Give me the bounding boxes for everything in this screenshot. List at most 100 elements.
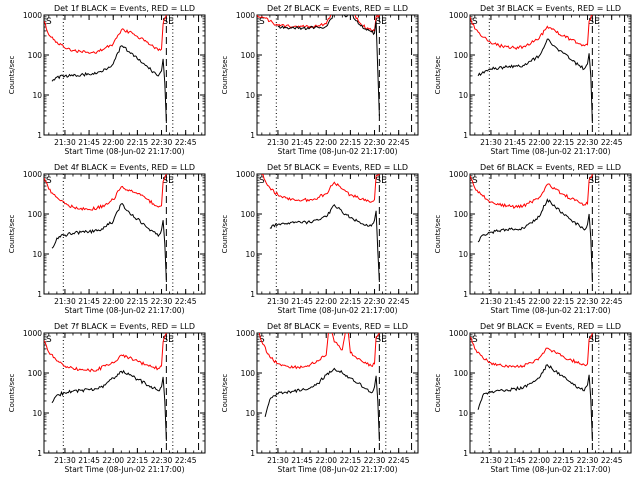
chart-9-ytick-label: 1	[463, 449, 468, 458]
chart-2-title: Det 2f BLACK = Events, RED = LLD	[267, 4, 408, 13]
chart-4-xtick-label: 22:45	[175, 297, 197, 306]
chart-3-ytick-label: 1000	[449, 11, 468, 20]
chart-6-ylabel: Counts/sec	[434, 215, 442, 254]
chart-5-xtick-label: 22:00	[315, 297, 337, 306]
chart-1-xtick-label: 21:45	[78, 138, 100, 147]
chart-4-title: Det 4f BLACK = Events, RED = LLD	[54, 163, 195, 172]
chart-1-panel: Det 1f BLACK = Events, RED = LLD 1 10 100 10…	[8, 4, 206, 156]
chart-6-xtick-label: 22:45	[601, 297, 623, 306]
chart-6-xlabel: Start Time (08-Jun-02 21:17:00)	[491, 306, 611, 315]
chart-9-series-lld-red	[470, 333, 593, 369]
chart-7-ytick-label: 10	[32, 409, 42, 418]
chart-5-ytick-label: 1000	[236, 170, 255, 179]
chart-7-xtick-label: 22:00	[102, 456, 124, 465]
chart-6-end-marker: SE	[588, 176, 600, 186]
chart-3-ylabel: Counts/sec	[434, 56, 442, 95]
chart-4-ylabel: Counts/sec	[8, 215, 16, 254]
chart-2-xtick-label: 22:45	[388, 138, 410, 147]
chart-3-ytick-label: 100	[454, 51, 469, 60]
chart-7-ytick-label: 1	[37, 449, 42, 458]
chart-7-ylabel: Counts/sec	[8, 374, 16, 413]
chart-8-xtick-label: 21:45	[291, 456, 313, 465]
chart-2-xlabel: Start Time (08-Jun-02 21:17:00)	[278, 147, 398, 156]
chart-8-ytick-label: 1000	[236, 329, 255, 338]
chart-4-end-marker: SE	[162, 176, 174, 186]
chart-9-series-events-black	[477, 364, 593, 442]
chart-4-xtick-label: 22:30	[151, 297, 173, 306]
chart-3-xlabel: Start Time (08-Jun-02 21:17:00)	[491, 147, 611, 156]
chart-4-ytick-label: 1	[37, 290, 42, 299]
chart-6-frame	[469, 173, 632, 295]
chart-1-series-events-black	[51, 45, 167, 124]
chart-6-ytick-label: 1000	[449, 170, 468, 179]
chart-3-series-lld-red	[470, 15, 593, 51]
chart-1-ytick-label: 1000	[23, 11, 42, 20]
chart-7-end-marker: SE	[162, 335, 174, 345]
chart-1-ytick-label: 10	[32, 91, 42, 100]
chart-9-xtick-label: 21:30	[480, 456, 502, 465]
chart-2-xtick-label: 21:30	[267, 138, 289, 147]
chart-2-xtick-label: 22:15	[340, 138, 362, 147]
chart-1-start-marker: S	[46, 17, 52, 27]
chart-3-start-marker: S	[472, 17, 478, 27]
chart-6-xtick-label: 21:30	[480, 297, 502, 306]
chart-8-xlabel: Start Time (08-Jun-02 21:17:00)	[278, 465, 398, 474]
chart-3-xtick-label: 22:15	[553, 138, 575, 147]
chart-3-panel: Det 3f BLACK = Events, RED = LLD 1 10 100 10…	[434, 4, 632, 156]
chart-1-xtick-label: 21:30	[54, 138, 76, 147]
chart-7-xtick-label: 21:45	[78, 456, 100, 465]
chart-6-xtick-label: 21:45	[504, 297, 526, 306]
chart-1-ytick-label: 100	[28, 51, 43, 60]
chart-8-series-lld-red	[258, 333, 380, 370]
chart-9-ytick-label: 10	[458, 409, 468, 418]
chart-7-xtick-label: 22:15	[127, 456, 149, 465]
chart-7-series-events-black	[51, 369, 167, 442]
chart-5-xtick-label: 21:45	[291, 297, 313, 306]
chart-3-ytick-label: 1	[463, 131, 468, 140]
chart-3-series-events-black	[477, 38, 593, 124]
chart-2-ytick-label: 1000	[236, 11, 255, 20]
chart-5-panel: Det 5f BLACK = Events, RED = LLD 1 10 100 10…	[221, 163, 419, 315]
chart-6-xtick-label: 22:15	[553, 297, 575, 306]
chart-1-frame	[43, 14, 206, 136]
chart-4-start-marker: S	[46, 176, 52, 186]
chart-1-ytick-label: 1	[37, 131, 42, 140]
chart-5-xtick-label: 22:45	[388, 297, 410, 306]
chart-6-xtick-label: 22:30	[577, 297, 599, 306]
chart-7-series-lld-red	[44, 333, 167, 373]
chart-8-start-marker: S	[259, 335, 265, 345]
chart-1-xtick-label: 22:30	[151, 138, 173, 147]
chart-9-xtick-label: 22:45	[601, 456, 623, 465]
chart-4-series-events-black	[51, 203, 167, 283]
chart-7-start-marker: S	[46, 335, 52, 345]
chart-5-xtick-label: 21:30	[267, 297, 289, 306]
chart-5-ytick-label: 100	[241, 210, 256, 219]
chart-4-xtick-label: 21:30	[54, 297, 76, 306]
chart-3-title: Det 3f BLACK = Events, RED = LLD	[480, 4, 621, 13]
chart-5-frame	[256, 173, 419, 295]
chart-7-ytick-label: 1000	[23, 329, 42, 338]
chart-2-xtick-label: 21:45	[291, 138, 313, 147]
chart-6-title: Det 6f BLACK = Events, RED = LLD	[480, 163, 621, 172]
chart-5-end-marker: SE	[375, 176, 387, 186]
chart-7-xtick-label: 22:30	[151, 456, 173, 465]
chart-3-xtick-label: 21:30	[480, 138, 502, 147]
chart-2-ytick-label: 10	[245, 91, 255, 100]
chart-7-xtick-label: 21:30	[54, 456, 76, 465]
chart-1-end-marker: SE	[162, 17, 174, 27]
chart-2-xtick-label: 22:00	[315, 138, 337, 147]
chart-9-panel: Det 9f BLACK = Events, RED = LLD 1 10 100 10…	[434, 322, 632, 474]
chart-4-series-lld-red	[44, 174, 167, 211]
chart-6-panel: Det 6f BLACK = Events, RED = LLD 1 10 100 10…	[434, 163, 632, 315]
chart-6-ytick-label: 100	[454, 210, 469, 219]
chart-1-xtick-label: 22:00	[102, 138, 124, 147]
chart-4-ytick-label: 100	[28, 210, 43, 219]
chart-6-ytick-label: 1	[463, 290, 468, 299]
chart-5-series-lld-red	[261, 174, 380, 203]
chart-2-series-events-black	[277, 15, 380, 116]
chart-6-start-marker: S	[472, 176, 478, 186]
chart-8-panel: Det 8f BLACK = Events, RED = LLD 1 10 100 10…	[221, 322, 419, 474]
chart-6-series-events-black	[477, 198, 593, 283]
chart-2-series-lld-red	[257, 15, 380, 33]
chart-8-xtick-label: 22:45	[388, 456, 410, 465]
